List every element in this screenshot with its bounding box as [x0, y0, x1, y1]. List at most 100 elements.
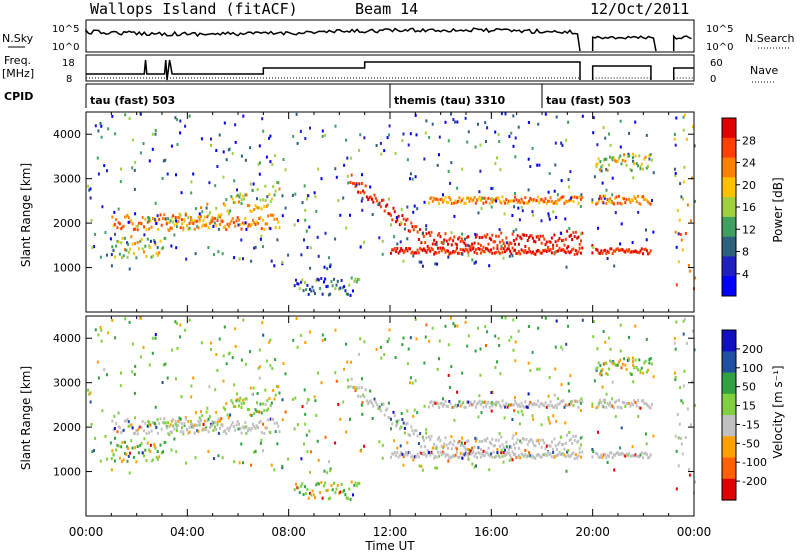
range-cell — [572, 404, 575, 407]
range-cell — [253, 246, 256, 250]
range-cell — [597, 226, 599, 230]
range-cell — [231, 421, 234, 425]
range-cell — [640, 162, 643, 166]
range-cell — [346, 174, 349, 178]
range-cell — [231, 217, 234, 221]
range-cell — [525, 201, 528, 205]
range-cell — [159, 213, 162, 217]
range-cell — [566, 433, 569, 437]
range-cell — [178, 420, 181, 424]
range-cell — [463, 249, 466, 253]
range-cell — [516, 251, 519, 255]
range-cell — [644, 451, 647, 455]
range-cell — [552, 447, 555, 451]
range-cell — [526, 250, 529, 254]
colorbar-swatch — [722, 351, 736, 374]
range-cell — [358, 386, 361, 390]
range-cell — [629, 404, 632, 408]
range-cell — [444, 195, 447, 199]
range-cell — [560, 435, 563, 439]
range-cell — [562, 442, 565, 446]
range-cell — [535, 453, 538, 457]
range-cell — [407, 347, 410, 351]
range-cell — [309, 450, 312, 454]
range-cell — [681, 248, 684, 252]
range-cell — [600, 169, 603, 173]
range-cell — [604, 194, 607, 198]
range-cell — [188, 430, 191, 434]
range-cell — [563, 453, 566, 457]
range-cell — [342, 400, 345, 404]
colorbar-swatch — [722, 118, 736, 139]
range-cell — [368, 196, 371, 200]
range-cell — [229, 413, 232, 417]
range-cell — [417, 238, 420, 241]
range-cell — [257, 426, 259, 429]
range-cell — [567, 178, 570, 182]
range-cell — [214, 388, 217, 392]
range-cell — [324, 481, 327, 485]
range-cell — [146, 237, 149, 241]
range-cell — [599, 160, 602, 164]
range-cell — [474, 232, 477, 236]
range-cell — [681, 452, 684, 456]
range-cell — [422, 234, 425, 238]
range-cell — [206, 419, 209, 423]
range-cell — [429, 197, 432, 201]
range-cell — [458, 455, 461, 459]
range-cell — [258, 365, 261, 369]
range-cell — [334, 124, 337, 128]
range-cell — [615, 364, 618, 367]
range-cell — [540, 197, 543, 201]
range-cell — [354, 481, 357, 485]
range-cell — [296, 423, 299, 427]
range-cell — [321, 496, 324, 500]
range-cell — [220, 213, 223, 217]
range-cell — [344, 493, 347, 497]
range-cell — [213, 425, 216, 429]
range-cell — [343, 367, 346, 371]
range-cell — [317, 458, 320, 462]
range-cell — [291, 193, 294, 197]
range-cell — [139, 443, 142, 447]
range-cell — [535, 249, 538, 253]
range-cell — [355, 280, 358, 284]
range-cell — [560, 179, 563, 183]
range-cell — [567, 382, 570, 386]
range-cell — [624, 363, 627, 367]
range-cell — [396, 247, 399, 250]
range-cell — [507, 451, 510, 455]
range-cell — [515, 432, 518, 436]
range-cell — [400, 247, 403, 251]
range-cell — [564, 441, 567, 445]
range-cell — [379, 141, 382, 145]
range-cell — [579, 409, 582, 412]
range-cell — [579, 232, 582, 236]
range-cell — [306, 197, 308, 201]
range-cell — [488, 264, 491, 268]
range-cell — [554, 240, 557, 244]
range-cell — [169, 226, 172, 230]
range-cell — [631, 152, 634, 156]
range-cell — [618, 360, 620, 364]
range-cell — [540, 445, 543, 449]
range-cell — [170, 430, 173, 434]
range-cell — [403, 453, 406, 457]
range-cell — [462, 444, 465, 448]
range-cell — [185, 257, 188, 261]
range-cell — [478, 394, 481, 398]
range-cell — [349, 213, 351, 217]
range-cell — [472, 451, 475, 454]
range-cell — [317, 254, 320, 258]
range-cell — [330, 484, 333, 488]
range-cell — [194, 423, 197, 427]
range-cell — [567, 245, 570, 249]
range-cell — [169, 219, 172, 223]
range-cell — [117, 240, 120, 244]
range-cell — [170, 448, 173, 452]
range-cell — [396, 446, 399, 450]
range-cell — [144, 421, 147, 425]
range-cell — [490, 391, 493, 394]
range-cell — [415, 429, 418, 433]
range-cell — [135, 256, 138, 260]
